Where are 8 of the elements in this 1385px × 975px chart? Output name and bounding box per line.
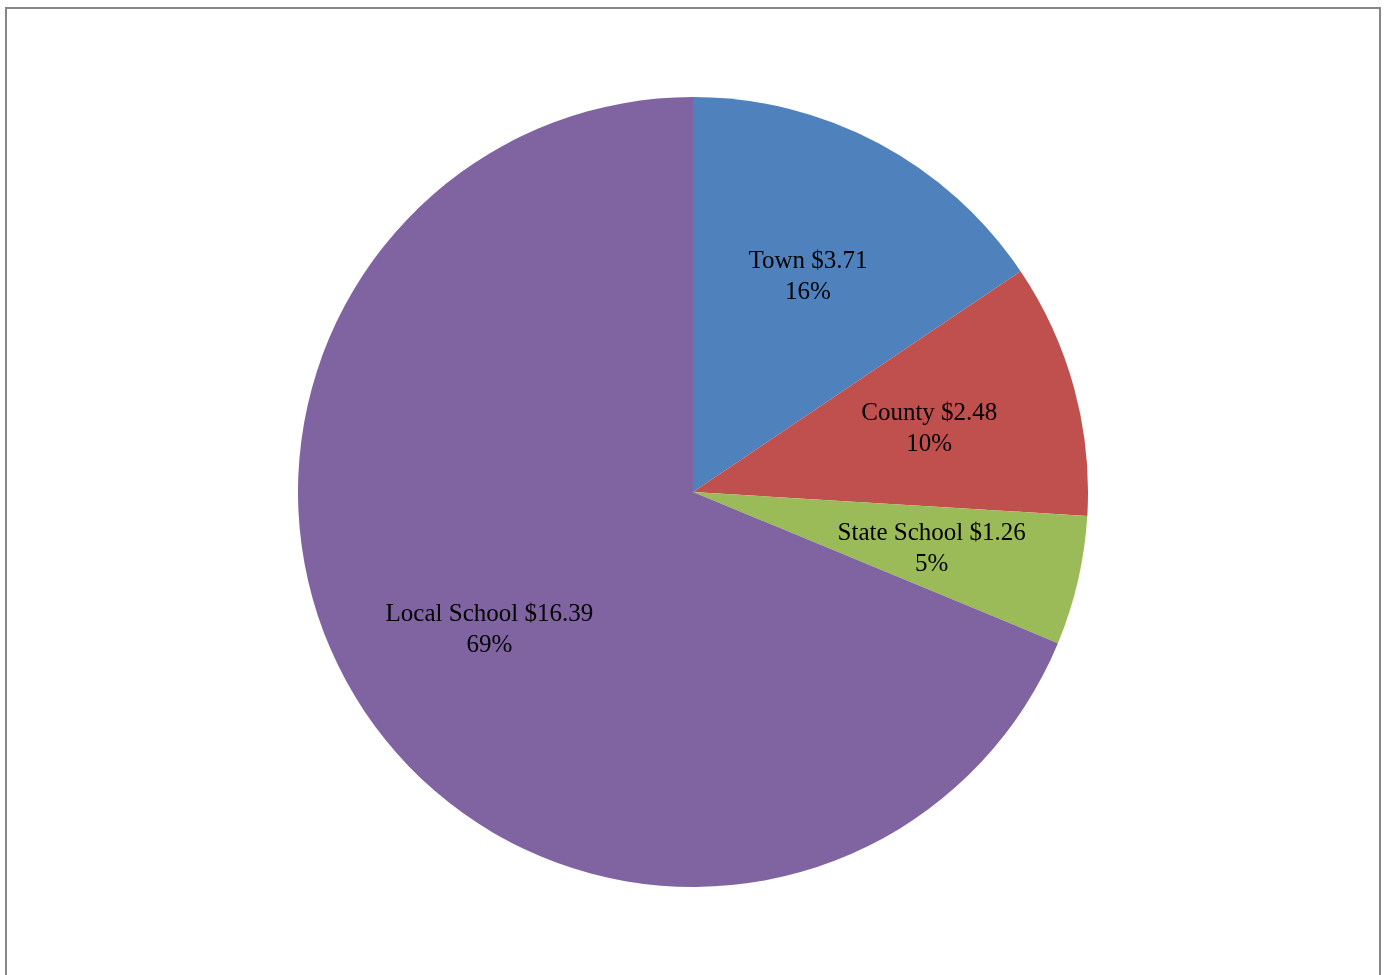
slice-label: County $2.48 10% [861,398,998,457]
slice-label: Local School $16.39 69% [385,598,594,657]
slice-label: State School $1.26 5% [837,517,1026,576]
pie-slice [693,97,1021,492]
pie-slice [298,97,1058,887]
pie-slice [693,492,1088,644]
pie-slice [693,271,1088,516]
slice-label: Town $3.71 16% [748,246,868,305]
